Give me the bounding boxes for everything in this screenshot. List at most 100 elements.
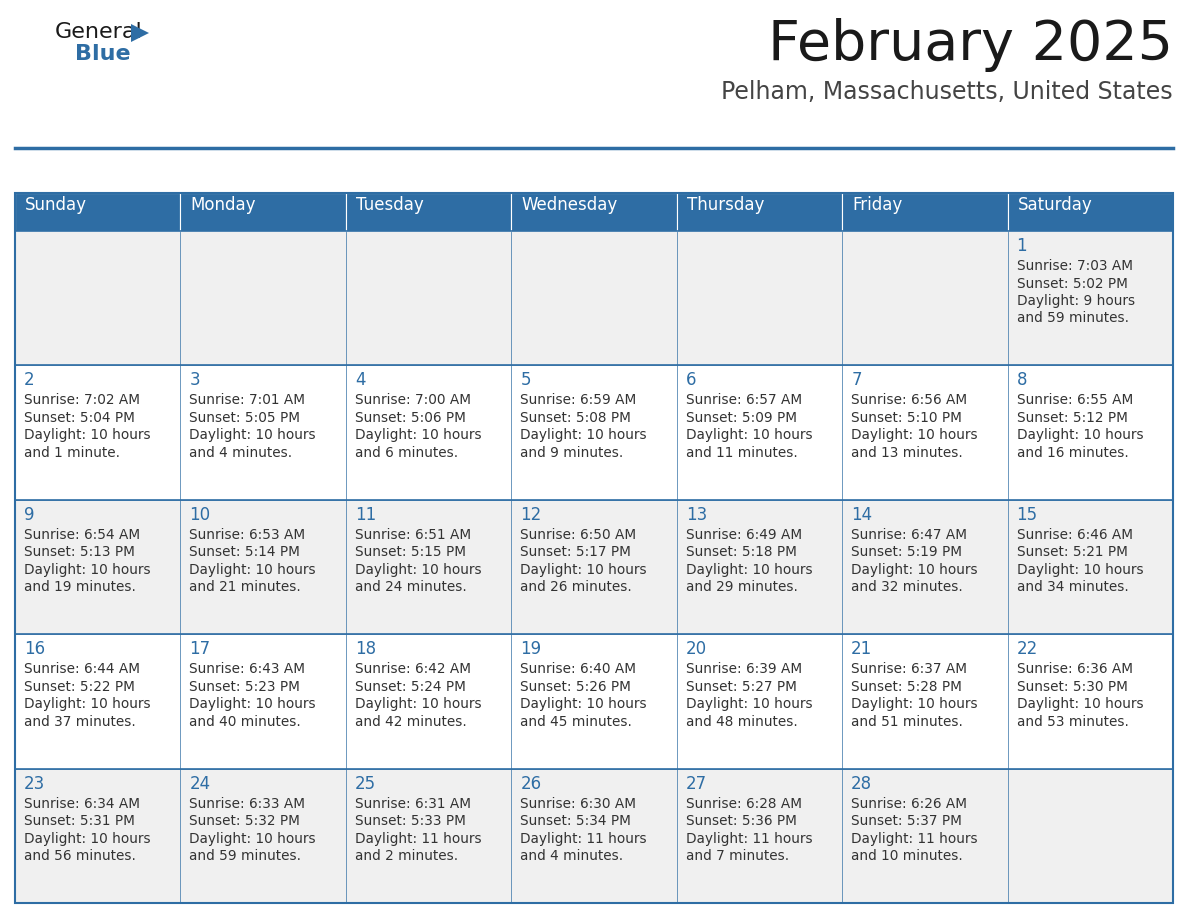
Text: 18: 18 xyxy=(355,640,375,658)
Bar xyxy=(181,634,346,768)
Text: 28: 28 xyxy=(851,775,872,792)
Text: Sunset: 5:02 PM: Sunset: 5:02 PM xyxy=(1017,276,1127,290)
Text: and 42 minutes.: and 42 minutes. xyxy=(355,715,467,729)
Text: Daylight: 10 hours: Daylight: 10 hours xyxy=(24,429,151,442)
Text: and 4 minutes.: and 4 minutes. xyxy=(189,446,292,460)
Text: Daylight: 10 hours: Daylight: 10 hours xyxy=(520,429,647,442)
Bar xyxy=(511,231,677,365)
Text: Sunrise: 7:03 AM: Sunrise: 7:03 AM xyxy=(1017,259,1132,273)
Bar xyxy=(1007,768,1173,903)
Text: Sunset: 5:12 PM: Sunset: 5:12 PM xyxy=(1017,411,1127,425)
Text: Daylight: 11 hours: Daylight: 11 hours xyxy=(520,832,647,845)
Text: Sunset: 5:32 PM: Sunset: 5:32 PM xyxy=(189,814,301,828)
Text: Sunset: 5:24 PM: Sunset: 5:24 PM xyxy=(355,679,466,694)
Bar xyxy=(677,634,842,768)
Text: Sunrise: 6:26 AM: Sunrise: 6:26 AM xyxy=(851,797,967,811)
Bar xyxy=(1007,231,1173,365)
Text: 11: 11 xyxy=(355,506,377,524)
Text: and 40 minutes.: and 40 minutes. xyxy=(189,715,302,729)
Text: Sunrise: 6:47 AM: Sunrise: 6:47 AM xyxy=(851,528,967,542)
Text: Sunset: 5:14 PM: Sunset: 5:14 PM xyxy=(189,545,301,559)
Text: 19: 19 xyxy=(520,640,542,658)
Bar xyxy=(511,634,677,768)
Text: and 19 minutes.: and 19 minutes. xyxy=(24,580,135,594)
Text: General: General xyxy=(55,22,143,42)
Text: Daylight: 10 hours: Daylight: 10 hours xyxy=(24,832,151,845)
Bar xyxy=(15,365,181,499)
Text: 10: 10 xyxy=(189,506,210,524)
Text: 13: 13 xyxy=(685,506,707,524)
Text: 20: 20 xyxy=(685,640,707,658)
Text: Sunrise: 6:50 AM: Sunrise: 6:50 AM xyxy=(520,528,637,542)
Text: 1: 1 xyxy=(1017,237,1028,255)
Text: Thursday: Thursday xyxy=(687,196,764,214)
Text: Sunset: 5:36 PM: Sunset: 5:36 PM xyxy=(685,814,797,828)
Text: Pelham, Massachusetts, United States: Pelham, Massachusetts, United States xyxy=(721,80,1173,104)
Bar xyxy=(15,499,181,634)
Text: Sunrise: 7:02 AM: Sunrise: 7:02 AM xyxy=(24,394,140,408)
Text: and 37 minutes.: and 37 minutes. xyxy=(24,715,135,729)
Text: Daylight: 10 hours: Daylight: 10 hours xyxy=(851,697,978,711)
Text: Sunset: 5:21 PM: Sunset: 5:21 PM xyxy=(1017,545,1127,559)
Bar xyxy=(15,193,181,231)
Text: 7: 7 xyxy=(851,372,861,389)
Bar xyxy=(511,768,677,903)
Text: 5: 5 xyxy=(520,372,531,389)
Text: Sunrise: 6:30 AM: Sunrise: 6:30 AM xyxy=(520,797,637,811)
Bar xyxy=(346,193,511,231)
Bar xyxy=(181,231,346,365)
Text: Sunrise: 6:51 AM: Sunrise: 6:51 AM xyxy=(355,528,470,542)
Bar xyxy=(346,365,511,499)
Text: Daylight: 10 hours: Daylight: 10 hours xyxy=(685,697,813,711)
Text: Sunset: 5:19 PM: Sunset: 5:19 PM xyxy=(851,545,962,559)
Text: Daylight: 10 hours: Daylight: 10 hours xyxy=(24,697,151,711)
Text: Daylight: 10 hours: Daylight: 10 hours xyxy=(851,563,978,577)
Text: and 51 minutes.: and 51 minutes. xyxy=(851,715,963,729)
Text: and 59 minutes.: and 59 minutes. xyxy=(1017,311,1129,326)
Text: and 26 minutes.: and 26 minutes. xyxy=(520,580,632,594)
Text: and 9 minutes.: and 9 minutes. xyxy=(520,446,624,460)
Bar xyxy=(842,231,1007,365)
Text: Sunrise: 6:36 AM: Sunrise: 6:36 AM xyxy=(1017,662,1132,677)
Text: Sunrise: 7:01 AM: Sunrise: 7:01 AM xyxy=(189,394,305,408)
Text: Sunset: 5:09 PM: Sunset: 5:09 PM xyxy=(685,411,797,425)
Text: Daylight: 10 hours: Daylight: 10 hours xyxy=(851,429,978,442)
Text: Sunrise: 6:49 AM: Sunrise: 6:49 AM xyxy=(685,528,802,542)
Text: Sunset: 5:27 PM: Sunset: 5:27 PM xyxy=(685,679,797,694)
Text: Tuesday: Tuesday xyxy=(356,196,424,214)
Text: 25: 25 xyxy=(355,775,375,792)
Text: Daylight: 10 hours: Daylight: 10 hours xyxy=(355,697,481,711)
Text: Daylight: 10 hours: Daylight: 10 hours xyxy=(189,563,316,577)
Text: and 10 minutes.: and 10 minutes. xyxy=(851,849,963,863)
Text: and 34 minutes.: and 34 minutes. xyxy=(1017,580,1129,594)
Text: Sunset: 5:18 PM: Sunset: 5:18 PM xyxy=(685,545,797,559)
Text: and 32 minutes.: and 32 minutes. xyxy=(851,580,963,594)
Text: Sunrise: 6:53 AM: Sunrise: 6:53 AM xyxy=(189,528,305,542)
Text: 21: 21 xyxy=(851,640,872,658)
Bar xyxy=(15,231,181,365)
Bar xyxy=(346,768,511,903)
Bar xyxy=(346,499,511,634)
Polygon shape xyxy=(131,24,148,42)
Text: Sunset: 5:34 PM: Sunset: 5:34 PM xyxy=(520,814,631,828)
Text: Sunrise: 6:59 AM: Sunrise: 6:59 AM xyxy=(520,394,637,408)
Text: 16: 16 xyxy=(24,640,45,658)
Text: Daylight: 10 hours: Daylight: 10 hours xyxy=(520,697,647,711)
Text: Daylight: 10 hours: Daylight: 10 hours xyxy=(24,563,151,577)
Text: Sunrise: 6:40 AM: Sunrise: 6:40 AM xyxy=(520,662,637,677)
Text: Sunrise: 6:33 AM: Sunrise: 6:33 AM xyxy=(189,797,305,811)
Bar xyxy=(677,768,842,903)
Bar xyxy=(677,193,842,231)
Text: and 1 minute.: and 1 minute. xyxy=(24,446,120,460)
Bar xyxy=(15,768,181,903)
Text: Sunrise: 6:57 AM: Sunrise: 6:57 AM xyxy=(685,394,802,408)
Text: Daylight: 10 hours: Daylight: 10 hours xyxy=(1017,697,1143,711)
Text: Sunrise: 7:00 AM: Sunrise: 7:00 AM xyxy=(355,394,470,408)
Bar xyxy=(1007,634,1173,768)
Bar xyxy=(346,634,511,768)
Text: 26: 26 xyxy=(520,775,542,792)
Text: and 45 minutes.: and 45 minutes. xyxy=(520,715,632,729)
Text: Daylight: 10 hours: Daylight: 10 hours xyxy=(355,429,481,442)
Text: and 6 minutes.: and 6 minutes. xyxy=(355,446,459,460)
Text: Sunset: 5:06 PM: Sunset: 5:06 PM xyxy=(355,411,466,425)
